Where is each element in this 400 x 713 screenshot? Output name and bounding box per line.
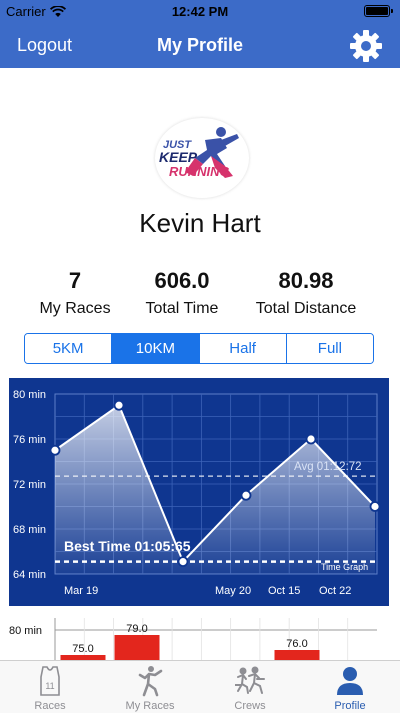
tab-label: My Races xyxy=(125,700,175,712)
tab-crews[interactable]: Crews xyxy=(200,661,300,713)
runner-logo: JUST KEEP RUNNING xyxy=(159,127,239,179)
data-point xyxy=(369,501,381,512)
person-icon xyxy=(337,667,363,695)
bar-y-tick-label: 80 min xyxy=(9,625,42,637)
battery-icon xyxy=(364,5,393,17)
chart-annotation: Time Graph xyxy=(321,562,368,572)
x-tick-label: Oct 22 xyxy=(319,585,351,597)
gear-icon[interactable] xyxy=(348,28,384,64)
data-point xyxy=(177,556,189,568)
svg-text:RUNNING: RUNNING xyxy=(169,164,230,179)
svg-text:JUST: JUST xyxy=(163,139,192,151)
segment-10km[interactable]: 10KM xyxy=(112,334,200,363)
y-tick-label: 72 min xyxy=(13,479,46,491)
tab-label: Profile xyxy=(334,700,366,712)
time-line-chart[interactable]: 80 min 76 min 72 min 68 min 64 min Avg 01:12:… xyxy=(9,378,389,606)
clock: 12:42 PM xyxy=(171,4,229,19)
logout-button[interactable]: Logout xyxy=(17,35,73,55)
bar-plot-background xyxy=(55,618,377,668)
status-bar: Carrier 12:42 PM xyxy=(0,0,400,22)
tab-label: Races xyxy=(34,700,66,712)
crew-icon xyxy=(235,666,265,694)
data-point xyxy=(113,399,125,411)
avatar[interactable]: JUST KEEP RUNNING xyxy=(155,118,249,198)
series-area xyxy=(55,405,375,574)
y-tick-label: 80 min xyxy=(13,389,46,401)
y-tick-label: 68 min xyxy=(13,524,46,536)
stat-total-time: 606.0 Total Time xyxy=(117,268,247,318)
series-line xyxy=(54,403,376,564)
x-tick-label: Oct 15 xyxy=(268,585,300,597)
stat-value: 7 xyxy=(68,268,82,293)
svg-text:11: 11 xyxy=(45,681,54,691)
stat-total-distance: 80.98 Total Distance xyxy=(241,268,371,318)
svg-text:KEEP: KEEP xyxy=(159,149,198,165)
stat-label: Total Distance xyxy=(255,300,357,317)
average-label: Avg 01:12:72 xyxy=(294,461,362,473)
tab-bar: 11 Races My Races Crews Profile xyxy=(0,660,400,713)
data-point xyxy=(240,489,252,501)
segment-half[interactable]: Half xyxy=(199,334,287,363)
stat-label: My Races xyxy=(39,300,111,317)
navigation-bar: Logout My Profile xyxy=(0,22,400,68)
segment-full[interactable]: Full xyxy=(286,334,373,363)
stat-value: 80.98 xyxy=(278,268,334,293)
best-time-label: Best Time 01:05:65 xyxy=(64,538,191,554)
stat-label: Total Time xyxy=(145,300,219,317)
line-chart-svg: 80 min 76 min 72 min 68 min 64 min Avg 01:12:… xyxy=(9,378,389,606)
y-tick-label: 76 min xyxy=(13,434,46,446)
bar-value-label: 79.0 xyxy=(126,623,147,635)
carrier-label: Carrier xyxy=(6,4,46,19)
x-tick-label: May 20 xyxy=(215,585,251,597)
bar-value-label: 76.0 xyxy=(286,638,307,650)
tab-my-races[interactable]: My Races xyxy=(100,661,200,713)
bar-value-label: 75.0 xyxy=(72,643,93,655)
y-tick-label: 64 min xyxy=(13,569,46,581)
tab-races[interactable]: 11 Races xyxy=(0,661,100,713)
x-tick-label: Mar 19 xyxy=(64,585,98,597)
segment-5km[interactable]: 5KM xyxy=(25,334,113,363)
data-point xyxy=(49,444,61,456)
wifi-icon xyxy=(49,5,66,17)
tab-label: Crews xyxy=(234,700,266,712)
runner-icon xyxy=(138,666,163,697)
stat-value: 606.0 xyxy=(154,268,210,293)
stat-my-races: 7 My Races xyxy=(10,268,140,318)
data-point xyxy=(305,433,317,445)
profile-name: Kevin Hart xyxy=(139,208,261,238)
tab-profile[interactable]: Profile xyxy=(300,661,400,713)
jersey-icon: 11 xyxy=(40,666,60,696)
distance-segmented-control: 5KM 10KM Half Full xyxy=(24,333,374,364)
